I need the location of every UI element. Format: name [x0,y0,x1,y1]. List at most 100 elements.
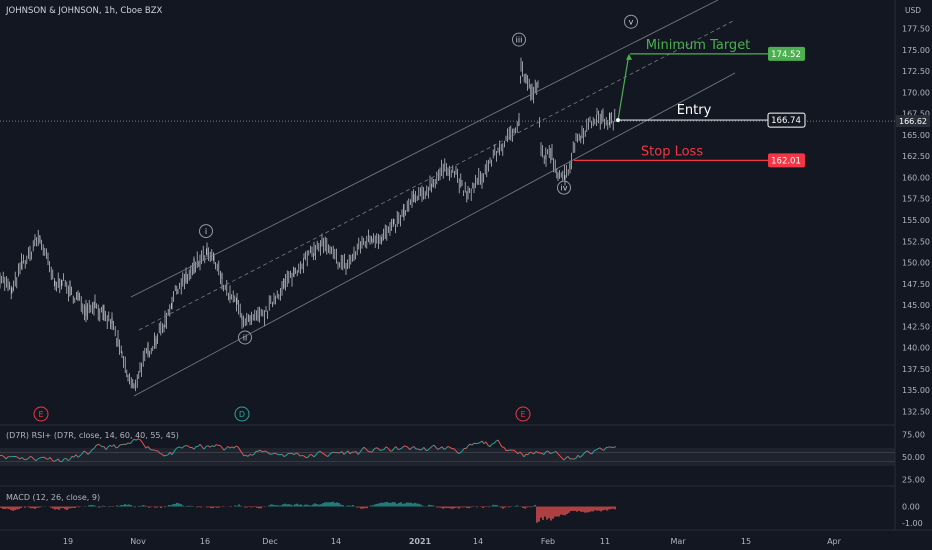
rsi-segment [489,443,493,448]
earnings-marker[interactable]: E [33,406,49,422]
macd-tick-label: 0.00 [902,503,920,512]
rsi-segment [193,446,197,450]
rsi-segment [233,445,237,449]
wave-labels[interactable]: i ii iii iv v [199,14,638,345]
rsi-segment [523,453,527,458]
rsi-segment [481,440,485,444]
rsi-segment [459,451,463,454]
trade-drawing[interactable]: Minimum Target Entry Stop Loss 174.52 16… [574,38,806,168]
rsi-segment [103,446,107,450]
time-axis: 19 Nov 16 Dec 14 2021 14 Feb 11 Mar 15 Apr [63,537,842,546]
rsi-segment [599,447,603,450]
rsi-segment [349,451,353,455]
rsi-segment [533,451,537,455]
rsi-segment [31,456,35,460]
rsi-segment [241,452,245,457]
wave-label-i[interactable]: i [199,224,213,239]
macd-tick-label: -1.00 [902,519,923,528]
price-tick-label: 132.50 [902,407,930,416]
price-tick-label: 167.50 [902,110,930,119]
rsi-segment [365,448,369,452]
rsi-segment [297,453,301,457]
rsi-segment [491,442,495,445]
rsi-segment [171,451,175,455]
rsi-segment [107,444,111,448]
rsi-segment [543,451,547,455]
rsi-tick-label: 25.00 [902,475,925,484]
time-tick-label: Nov [130,537,146,546]
wave-label-ii[interactable]: ii [238,330,252,345]
rsi-segment [299,454,303,457]
price-tick-label: 135.00 [902,386,930,395]
rsi-segment [139,439,143,443]
last-price-tag [896,115,930,128]
rsi-segment [71,455,75,458]
rsi-segment [573,457,577,460]
rsi-segment [575,454,579,459]
rsi-segment [453,448,457,452]
rsi-segment [251,453,255,456]
rsi-segment [51,459,55,462]
rsi-segment [247,454,251,457]
price-tick-label: 150.00 [902,259,930,268]
svg-text:D: D [239,410,245,419]
price-tick-label: 137.50 [902,365,930,374]
channel-lower-line[interactable] [133,72,736,397]
wave-label-iii[interactable]: iii [512,32,526,47]
rsi-segment [87,452,91,455]
rsi-segment [93,445,97,449]
price-tick-label: 147.50 [902,280,930,289]
rsi-segment [367,450,371,453]
rsi-segment [175,446,179,450]
time-tick-label: 19 [63,537,73,546]
rsi-segment [91,448,95,451]
dividend-marker[interactable]: D [234,406,250,422]
rsi-segment [213,444,217,448]
rsi-segment [529,451,533,454]
rsi-segment [67,459,71,461]
rsi-segment [471,442,475,446]
rsi-segment [565,456,569,459]
rsi-tick-label: 75.00 [902,430,925,439]
entry-label: Entry [677,103,712,118]
earnings-marker[interactable]: E [515,406,531,422]
rsi-segment [69,456,73,460]
price-tick-label: 177.50 [902,25,930,34]
rsi-segment [85,452,89,455]
rsi-segment [57,458,61,462]
rsi-segment [79,453,83,457]
rsi-segment [211,445,215,448]
time-tick-label: Feb [541,537,555,546]
rsi-segment [125,442,129,445]
rsi-segment [395,446,399,450]
rsi-segment [411,446,415,448]
rsi-segment [227,446,231,449]
wave-label-iv[interactable]: iv [557,180,571,195]
rsi-segment [21,457,25,460]
price-tick-label: 155.00 [902,216,930,225]
channel-upper-line[interactable] [130,0,719,298]
rsi-segment [317,450,321,453]
event-markers[interactable]: E D E [33,406,531,422]
rsi-axis: 25.00 50.00 75.00 [902,430,925,484]
rsi-segment [557,453,561,457]
rsi-segment [447,445,451,448]
rsi-segment [323,453,327,456]
rsi-segment [347,450,351,455]
svg-text:E: E [38,410,43,419]
rsi-segment [547,450,551,454]
rsi-segment [541,452,545,456]
entry-price-value: 166.74 [771,116,801,126]
rsi-segment [591,450,595,455]
rsi-segment [81,450,85,455]
rsi-segment [325,455,329,458]
rsi-segment [259,449,263,453]
rsi-segment [137,438,141,441]
rsi-segment [555,451,559,455]
rsi-segment [231,446,235,449]
wave-label-v[interactable]: v [624,14,638,29]
rsi-segment [435,447,439,450]
rsi-segment [443,447,447,450]
rsi-segment [15,456,19,459]
